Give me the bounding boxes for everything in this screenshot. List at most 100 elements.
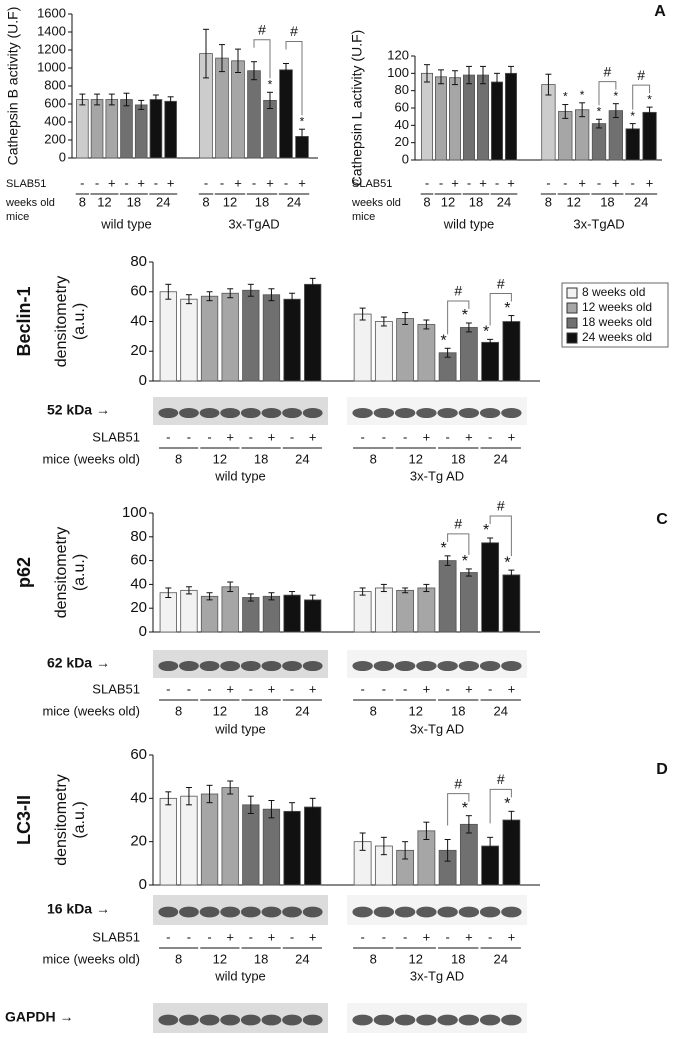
bar xyxy=(180,589,198,633)
y-tick-label: 1200 xyxy=(37,41,66,56)
blot-band xyxy=(373,407,395,419)
row-label: mice xyxy=(352,211,375,223)
treatment-label: - xyxy=(382,429,386,444)
y-tick-label: 100 xyxy=(387,65,409,80)
bar xyxy=(448,77,461,161)
blot-band xyxy=(416,660,437,672)
bar xyxy=(490,81,503,161)
treatment-label: - xyxy=(445,681,449,696)
treatment-label: - xyxy=(597,175,601,190)
significance-star: * xyxy=(614,89,619,103)
treatment-label: - xyxy=(187,429,191,444)
significance-bracket xyxy=(285,41,303,116)
blot-band xyxy=(261,407,282,419)
treatment-label: - xyxy=(439,175,443,190)
treatment-label: - xyxy=(252,175,256,190)
blot-band xyxy=(220,906,241,918)
week-label: 18 xyxy=(254,451,268,466)
blot-band xyxy=(240,1014,261,1026)
bar xyxy=(502,819,521,886)
row-label: SLAB51 xyxy=(352,178,392,190)
blot-background xyxy=(153,397,328,425)
treatment-label: - xyxy=(207,929,211,944)
row-label: mice xyxy=(6,211,29,223)
group-label: 3x-Tg AD xyxy=(410,721,464,736)
bar xyxy=(481,542,500,633)
legend-label: 12 weeks old xyxy=(582,300,652,314)
y-tick-label: 0 xyxy=(139,876,147,893)
blot-band xyxy=(158,906,179,918)
group-label: wild type xyxy=(214,721,266,736)
blot-background xyxy=(347,397,527,425)
treatment-label: + xyxy=(451,175,459,190)
treatment-label: - xyxy=(154,175,158,190)
week-label: 18 xyxy=(600,194,614,209)
blot-band xyxy=(179,660,199,672)
treatment-label: - xyxy=(95,175,99,190)
week-label: 24 xyxy=(156,194,170,209)
bar xyxy=(417,587,436,633)
treatment-label: + xyxy=(226,929,234,944)
blot-background xyxy=(153,1003,328,1033)
treatment-label: - xyxy=(249,929,253,944)
significance-star: * xyxy=(483,522,489,539)
treatment-label: - xyxy=(546,175,550,190)
row-label: SLAB51 xyxy=(92,929,140,944)
blot-band xyxy=(158,1014,179,1026)
significance-star: * xyxy=(580,88,585,102)
bar xyxy=(90,99,104,159)
bracket-label: # xyxy=(454,516,462,532)
row-label: mice (weeks old) xyxy=(42,451,140,466)
treatment-label: - xyxy=(207,681,211,696)
treatment-label: - xyxy=(445,429,449,444)
treatment-label: - xyxy=(488,929,492,944)
y-axis-label: (a.u.) xyxy=(71,303,88,340)
week-label: 18 xyxy=(255,194,269,209)
blot-band xyxy=(501,660,522,672)
week-label: 24 xyxy=(494,703,508,718)
group-label: 3x-Tg AD xyxy=(410,468,464,483)
blot-band xyxy=(282,660,302,672)
week-label: 18 xyxy=(254,951,268,966)
week-label: 18 xyxy=(254,703,268,718)
bar xyxy=(353,591,372,633)
week-label: 8 xyxy=(423,194,430,209)
week-label: 18 xyxy=(127,194,141,209)
bar xyxy=(481,341,500,382)
bar xyxy=(221,787,239,886)
week-label: 8 xyxy=(545,194,552,209)
blot-band xyxy=(179,407,199,419)
treatment-label: - xyxy=(382,681,386,696)
blot-band xyxy=(394,660,416,672)
blot-band xyxy=(479,906,501,918)
week-label: 12 xyxy=(213,703,227,718)
group-label: wild type xyxy=(443,216,495,231)
bar xyxy=(283,594,301,633)
y-axis-label: (a.u.) xyxy=(71,801,88,838)
blot-band xyxy=(479,660,501,672)
y-tick-label: 20 xyxy=(395,134,409,149)
bar xyxy=(200,295,219,382)
blot-band xyxy=(261,1014,282,1026)
week-label: 18 xyxy=(451,703,465,718)
treatment-label: - xyxy=(290,429,294,444)
week-label: 8 xyxy=(175,451,182,466)
bar xyxy=(459,572,478,633)
bar xyxy=(353,313,372,382)
bar xyxy=(164,100,177,159)
blot-background xyxy=(347,650,527,678)
bar xyxy=(541,84,556,161)
bar xyxy=(159,592,177,633)
treatment-label: + xyxy=(508,681,516,696)
row-label: weeks old xyxy=(5,197,55,209)
significance-star: * xyxy=(504,300,510,317)
bar xyxy=(247,70,261,159)
treatment-label: + xyxy=(309,681,317,696)
blot-band xyxy=(352,407,373,419)
group-label: wild type xyxy=(214,968,266,983)
y-tick-label: 120 xyxy=(387,47,409,62)
treatment-label: - xyxy=(290,929,294,944)
significance-star: * xyxy=(597,104,602,118)
significance-star: * xyxy=(504,796,510,813)
legend-label: 8 weeks old xyxy=(582,285,645,299)
